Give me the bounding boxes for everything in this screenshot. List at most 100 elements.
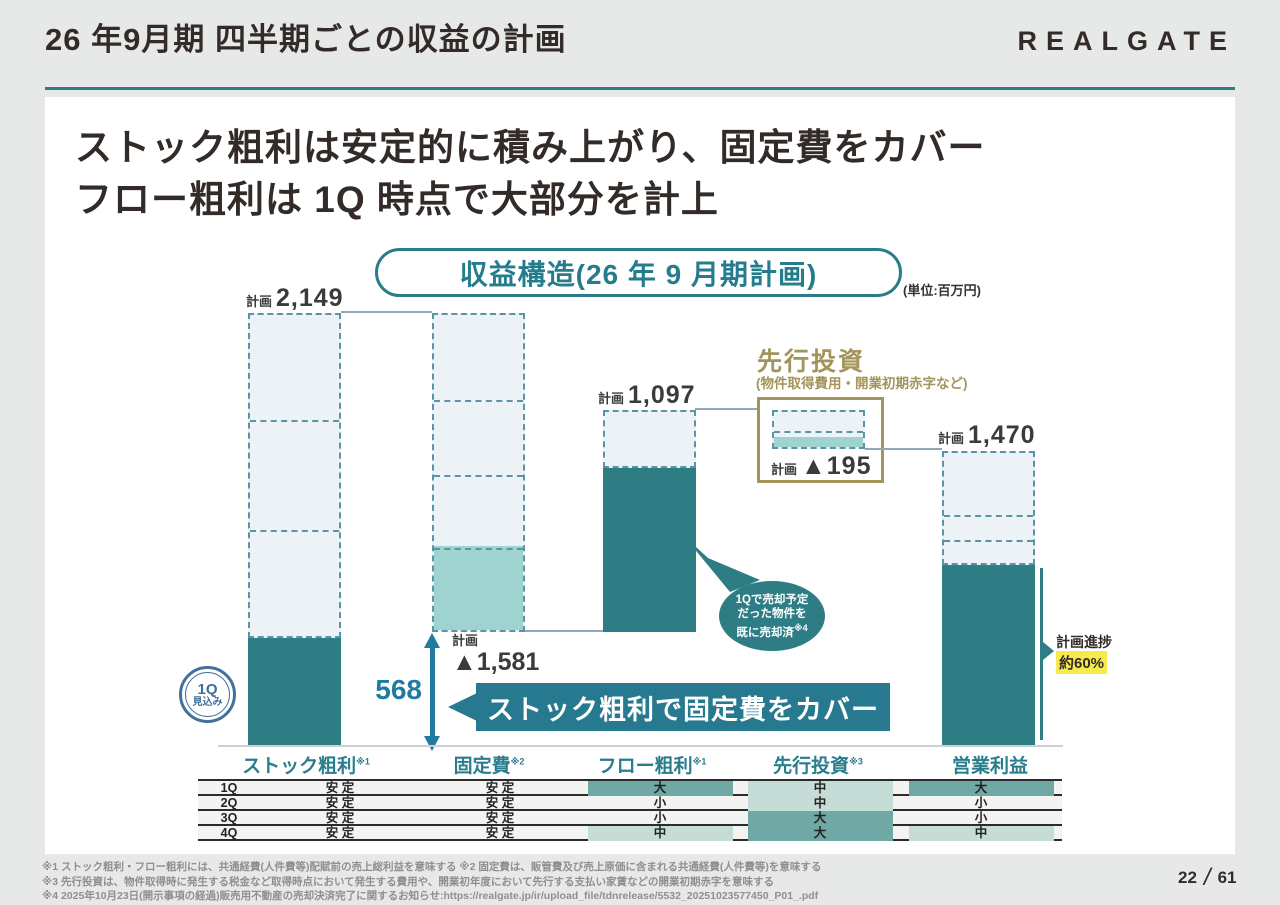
footnotes: ※1 ストック粗利・フロー粗利には、共通経費(人件費等)配賦前の売上総利益を意味… (42, 860, 821, 904)
badge-line2: 見込み (192, 696, 223, 708)
headline-line2: フロー粗利は 1Q 時点で大部分を計上 (75, 179, 719, 220)
axis-baseline (218, 745, 1063, 747)
segment-divider (944, 515, 1033, 517)
bubble-line1: 1Qで売却予定 (735, 593, 809, 606)
level-block: 中 (747, 796, 893, 811)
unit-label: (単位:百万円) (903, 283, 981, 298)
connector-line (695, 408, 772, 410)
bubble-line3-text: 既に売却済 (736, 626, 794, 639)
col-header-text: 先行投資 (773, 756, 850, 777)
headline-line1: ストック粗利は安定的に積み上がり、固定費をカバー (75, 127, 986, 168)
footnote-3: ※4 2025年10月23日(開示事項の経過)販売用不動産の売却決済完了に関する… (42, 890, 819, 902)
invest-q1-fill (774, 437, 863, 447)
company-logo: REALGATE (1017, 26, 1236, 56)
stock-bar-q1-segment (248, 638, 341, 745)
row-label: 2Q (220, 796, 238, 810)
flow-bar-booked-segment (603, 468, 696, 632)
invest-plan-value: ▲195 (801, 452, 872, 480)
plan-prefix: 計画 (598, 391, 625, 406)
header-divider (45, 87, 1235, 90)
profit-plan-label: 計画 1,470 (938, 421, 1036, 450)
table-cell: 大 (740, 826, 900, 841)
page-number: 22 / 61 (1178, 864, 1237, 892)
row-label: 3Q (220, 811, 238, 825)
segment-divider (774, 431, 863, 433)
segment-divider (944, 540, 1033, 542)
table-cell: 安 定 (485, 826, 515, 840)
table-cell: 小 (653, 796, 667, 810)
table-cell: 安 定 (325, 781, 355, 795)
chart-title: 収益構造(26 年 9 月期計画) (375, 248, 902, 297)
table-cell: 小 (974, 796, 988, 810)
table-cell: 安 定 (485, 796, 515, 810)
table-cell: 中 (740, 781, 900, 796)
table-cell: 中 (580, 826, 740, 841)
level-block: 中 (587, 826, 733, 841)
table-cell: 安 定 (485, 781, 515, 795)
connector-line (865, 448, 942, 450)
table-cell: 安 定 (325, 796, 355, 810)
flow-bar-plan-segment (603, 410, 696, 468)
col-header-stock: ストック粗利※1 (242, 751, 370, 778)
segment-divider (434, 400, 523, 402)
bubble-line3: 既に売却済※4 (736, 621, 807, 640)
fixed-plan-label: 計画 ▲1,581 (452, 634, 539, 675)
col-header-text: フロー粗利 (597, 756, 693, 777)
profit-bar-plan-segments (942, 451, 1035, 565)
q1-forecast-badge-inner: 1Q 見込み (185, 672, 230, 717)
plan-prefix: 計画 (771, 462, 798, 477)
progress-value: 約60% (1056, 651, 1108, 674)
plan-prefix: 計画 (452, 633, 479, 648)
stock-plan-label: 計画 2,149 (246, 284, 344, 313)
page-current: 22 (1178, 868, 1197, 887)
level-block: 中 (747, 781, 893, 796)
flow-plan-value: 1,097 (628, 381, 696, 409)
sold-note-bubble: 1Qで売却予定 だった物件を 既に売却済※4 (719, 581, 825, 651)
progress-arrow-icon (1043, 642, 1054, 660)
col-header-flow: フロー粗利※1 (598, 751, 707, 778)
level-block: 中 (908, 826, 1054, 841)
invest-title: 先行投資 (757, 348, 866, 376)
footnote-ref: ※1 (356, 756, 370, 767)
row-label: 1Q (220, 781, 238, 795)
segment-divider (434, 548, 523, 550)
page-separator: / (1203, 864, 1211, 891)
stock-q1-arrow (430, 646, 435, 738)
profit-bar-progress-segment (942, 565, 1035, 745)
col-header-profit: 営業利益 (952, 751, 1028, 778)
bubble-line2: だった物件を (737, 607, 807, 620)
level-block: 大 (747, 826, 893, 841)
table-row: 3Q 安 定 安 定 小 大 小 (198, 811, 1062, 826)
fixed-plan-value: ▲1,581 (452, 648, 540, 676)
connector-line (525, 630, 603, 632)
bubble-tail-icon (683, 535, 760, 592)
headline: ストック粗利は安定的に積み上がり、固定費をカバー フロー粗利は 1Q 時点で大部… (75, 122, 986, 226)
stock-bar-plan-segments (248, 313, 341, 638)
arrow-down-icon (424, 736, 440, 751)
level-block: 大 (747, 811, 893, 826)
progress-label: 計画進捗 (1056, 634, 1112, 650)
progress-bracket (1040, 568, 1043, 740)
table-cell: 小 (974, 811, 988, 825)
stock-plan-value: 2,149 (276, 284, 344, 312)
page-title: 26 年9月期 四半期ごとの収益の計画 (45, 22, 567, 57)
level-block: 大 (587, 781, 733, 796)
table-cell: 大 (740, 811, 900, 826)
table-cell: 小 (653, 811, 667, 825)
invest-mini-bar (772, 410, 865, 449)
invest-plan-label: 計画 ▲195 (771, 452, 871, 481)
col-header-fixed: 固定費※2 (454, 751, 525, 778)
col-header-text: 営業利益 (951, 756, 1029, 777)
table-row: 2Q 安 定 安 定 小 中 小 (198, 796, 1062, 811)
segment-divider (250, 420, 339, 422)
flow-plan-label: 計画 1,097 (598, 381, 696, 410)
footnote-ref: ※2 (510, 756, 525, 767)
table-cell: 中 (740, 796, 900, 811)
arrow-up-icon (424, 633, 440, 648)
footnote-1: ※1 ストック粗利・フロー粗利には、共通経費(人件費等)配賦前の売上総利益を意味… (42, 861, 822, 873)
invest-subtitle: (物件取得費用・開業初期赤字など) (756, 376, 968, 391)
callout-pointer-icon (448, 693, 477, 721)
row-label: 4Q (220, 826, 238, 840)
fixed-cost-bar (432, 313, 525, 632)
